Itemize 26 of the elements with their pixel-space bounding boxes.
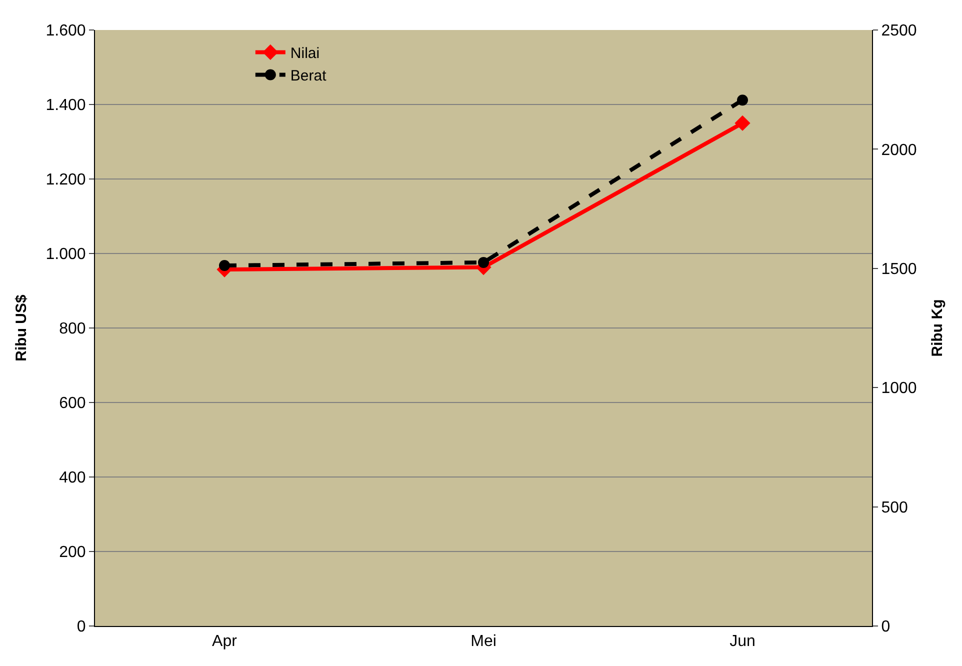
y2-tick-label: 500: [881, 499, 908, 516]
y-tick-label: 400: [59, 470, 86, 487]
y2-tick-label: 2500: [881, 22, 917, 40]
y-tick-label: 1.200: [46, 172, 86, 189]
legend-label: Nilai: [290, 45, 320, 62]
x-tick-label: Jun: [730, 633, 756, 650]
y2-tick-label: 0: [881, 618, 890, 636]
x-tick-label: Apr: [212, 633, 238, 650]
y2-tick-label: 1000: [881, 380, 917, 398]
y-tick-label: 800: [59, 320, 86, 338]
y-axis-title: Ribu US$: [13, 294, 30, 362]
y-tick-label: 1.000: [46, 246, 86, 264]
point: [734, 115, 750, 131]
point: [478, 256, 489, 268]
x-tick-label: Mei: [470, 633, 496, 650]
y2-axis-title: Ribu Kg: [928, 299, 946, 357]
y-tick-label: 1.400: [46, 97, 86, 114]
y2-tick-label: 2000: [881, 142, 917, 159]
point: [737, 94, 748, 106]
y-tick-label: 1.600: [46, 22, 86, 40]
legend-label: Berat: [290, 68, 328, 85]
y2-tick-label: 1500: [881, 261, 917, 278]
y-tick-label: 600: [59, 395, 86, 412]
y-tick-label: 200: [59, 544, 86, 562]
y-tick-label: 0: [76, 618, 86, 636]
point: [219, 260, 230, 272]
